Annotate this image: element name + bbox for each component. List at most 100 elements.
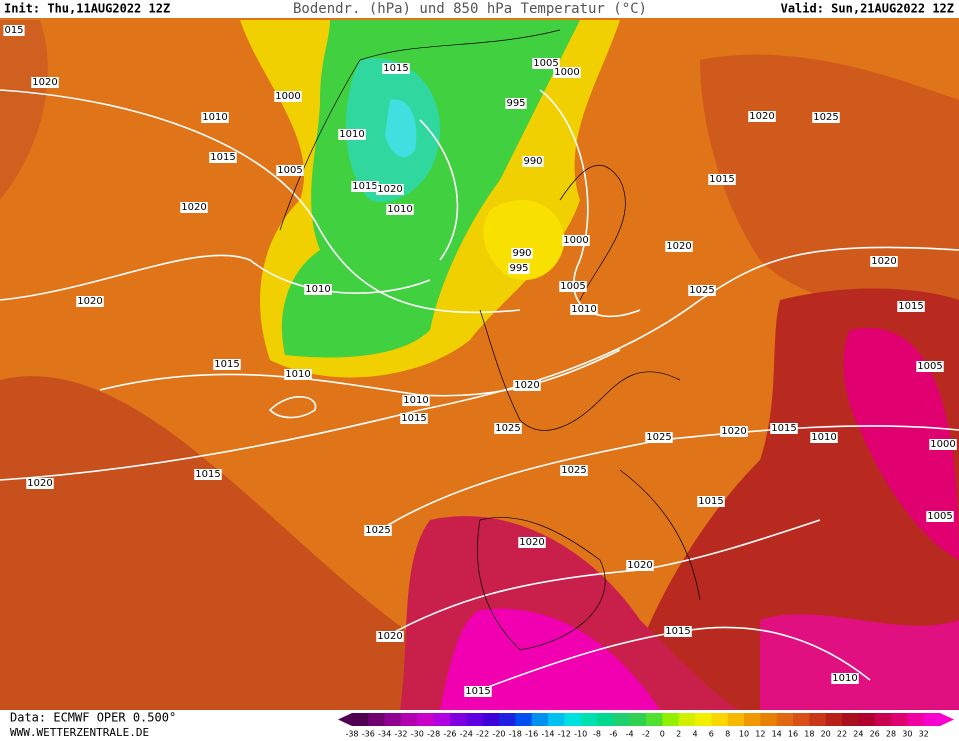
- isobar-label-box: [559, 281, 587, 292]
- colorbar-swatch: [433, 713, 451, 726]
- colorbar-label: -20: [492, 730, 505, 739]
- isobar-label: 1010: [403, 395, 428, 406]
- colorbar-swatch: [613, 713, 631, 726]
- isobar-label: 1020: [377, 631, 402, 642]
- isobar-label: 1015: [898, 301, 923, 312]
- isobar-label: 1020: [627, 560, 652, 571]
- isobar-label: 990: [523, 156, 542, 167]
- colorbar-label: -14: [541, 730, 554, 739]
- colorbar-swatch: [662, 713, 680, 726]
- temperature-area: [0, 20, 48, 200]
- isobar-label: 1025: [561, 465, 586, 476]
- colorbar-swatch: [417, 713, 435, 726]
- colorbar-swatch: [515, 713, 533, 726]
- isobar-label-box: [748, 111, 776, 122]
- isobar-label: 1015: [210, 152, 235, 163]
- colorbar-label: 2: [676, 730, 681, 739]
- isobar-label-box: [810, 432, 838, 443]
- colorbar-swatch: [825, 713, 843, 726]
- isobar-label-box: [870, 256, 898, 267]
- isobar-label-box: [464, 686, 492, 697]
- colorbar-label: 18: [804, 730, 814, 739]
- isobar-label: 1015: [665, 626, 690, 637]
- colorbar-label: 16: [788, 730, 798, 739]
- isobar-label-box: [376, 184, 404, 195]
- isobar-label: 995: [506, 98, 525, 109]
- isobar-label-box: [376, 631, 404, 642]
- colorbar-swatch: [384, 713, 402, 726]
- isobar-label-box: [400, 413, 428, 424]
- colorbar-label: -38: [345, 730, 358, 739]
- isobar-label: 990: [512, 248, 531, 259]
- isobar-label-box: [831, 673, 859, 684]
- colorbar-swatch: [564, 713, 582, 726]
- colorbar-label: -34: [378, 730, 391, 739]
- colorbar-label: 24: [853, 730, 863, 739]
- isobar-label: 1000: [563, 235, 588, 246]
- isobar-label: 1010: [305, 284, 330, 295]
- isobar-label-box: [201, 112, 229, 123]
- colorbar-label: 0: [660, 730, 665, 739]
- colorbar-label: -12: [558, 730, 571, 739]
- isobar-label: 1025: [646, 432, 671, 443]
- colorbar: -38 -36 -34 -32 -30 -28 -26 -24 -22 -20 -18 -16 -14-…: [338, 713, 954, 739]
- colorbar-swatch: [891, 713, 908, 726]
- isobar-label: 1020: [32, 77, 57, 88]
- temperature-area: [760, 614, 959, 710]
- isobar-label: 1010: [571, 304, 596, 315]
- isobar-label: 1020: [514, 380, 539, 391]
- isobar-label-box: [180, 202, 208, 213]
- isobar-label: 1020: [721, 426, 746, 437]
- isobar-label-box: [697, 496, 725, 507]
- isobar-label: 1020: [519, 537, 544, 548]
- isobar-label-box: [560, 465, 588, 476]
- isobar-label-box: [770, 423, 798, 434]
- isobar-label-box: [274, 91, 302, 102]
- isobar-label-box: [916, 361, 944, 372]
- colorbar-swatch: [368, 713, 386, 726]
- isobar-label-box: [3, 25, 25, 36]
- isobar-label-box: [513, 380, 541, 391]
- colorbar-swatch: [646, 713, 663, 726]
- isobar-label: 1020: [871, 256, 896, 267]
- isobar-label: 1010: [832, 673, 857, 684]
- isobar-label: 1010: [285, 369, 310, 380]
- isobar-label: 1025: [365, 525, 390, 536]
- isobar-label-box: [664, 626, 692, 637]
- isobar-label-box: [213, 359, 241, 370]
- data-source: Data: ECMWF OPER 0.500°: [10, 711, 176, 725]
- isobar-label-box: [26, 478, 54, 489]
- isobar-label-box: [364, 525, 392, 536]
- isobar-label-box: [562, 235, 590, 246]
- colorbar-label: 28: [886, 730, 896, 739]
- colorbar-swatch: [401, 713, 418, 726]
- isobar-label: 1000: [930, 439, 955, 450]
- colorbar-swatch: [466, 713, 484, 726]
- colorbar-label: -18: [509, 730, 522, 739]
- isobar-label-box: [665, 241, 693, 252]
- site-name: WWW.WETTERZENTRALE.DE: [10, 726, 149, 739]
- colorbar-swatch: [450, 713, 467, 726]
- isobar-label-box: [708, 174, 736, 185]
- isobar-label-box: [505, 98, 527, 109]
- isobar-label: 1005: [927, 511, 952, 522]
- valid-time: Valid: Sun,21AUG2022 12Z: [781, 2, 954, 16]
- isobar-label-box: [929, 439, 957, 450]
- isobar-label: 1015: [465, 686, 490, 697]
- isobar-label-box: [720, 426, 748, 437]
- colorbar-label: 30: [902, 730, 912, 739]
- colorbar-label: 4: [692, 730, 697, 739]
- isobar-label-box: [626, 560, 654, 571]
- colorbar-label: -36: [362, 730, 375, 739]
- isobar-label: 1010: [202, 112, 227, 123]
- isobar-label-box: [209, 152, 237, 163]
- colorbar-label: -2: [642, 730, 650, 739]
- isobar-label: 1015: [401, 413, 426, 424]
- isobar-label-box: [511, 248, 533, 259]
- isobar-label-box: [508, 263, 530, 274]
- isobar-label-box: [897, 301, 925, 312]
- isobar-label-box: [518, 537, 546, 548]
- isobar-label: 1020: [77, 296, 102, 307]
- isobar-label-box: [688, 285, 716, 296]
